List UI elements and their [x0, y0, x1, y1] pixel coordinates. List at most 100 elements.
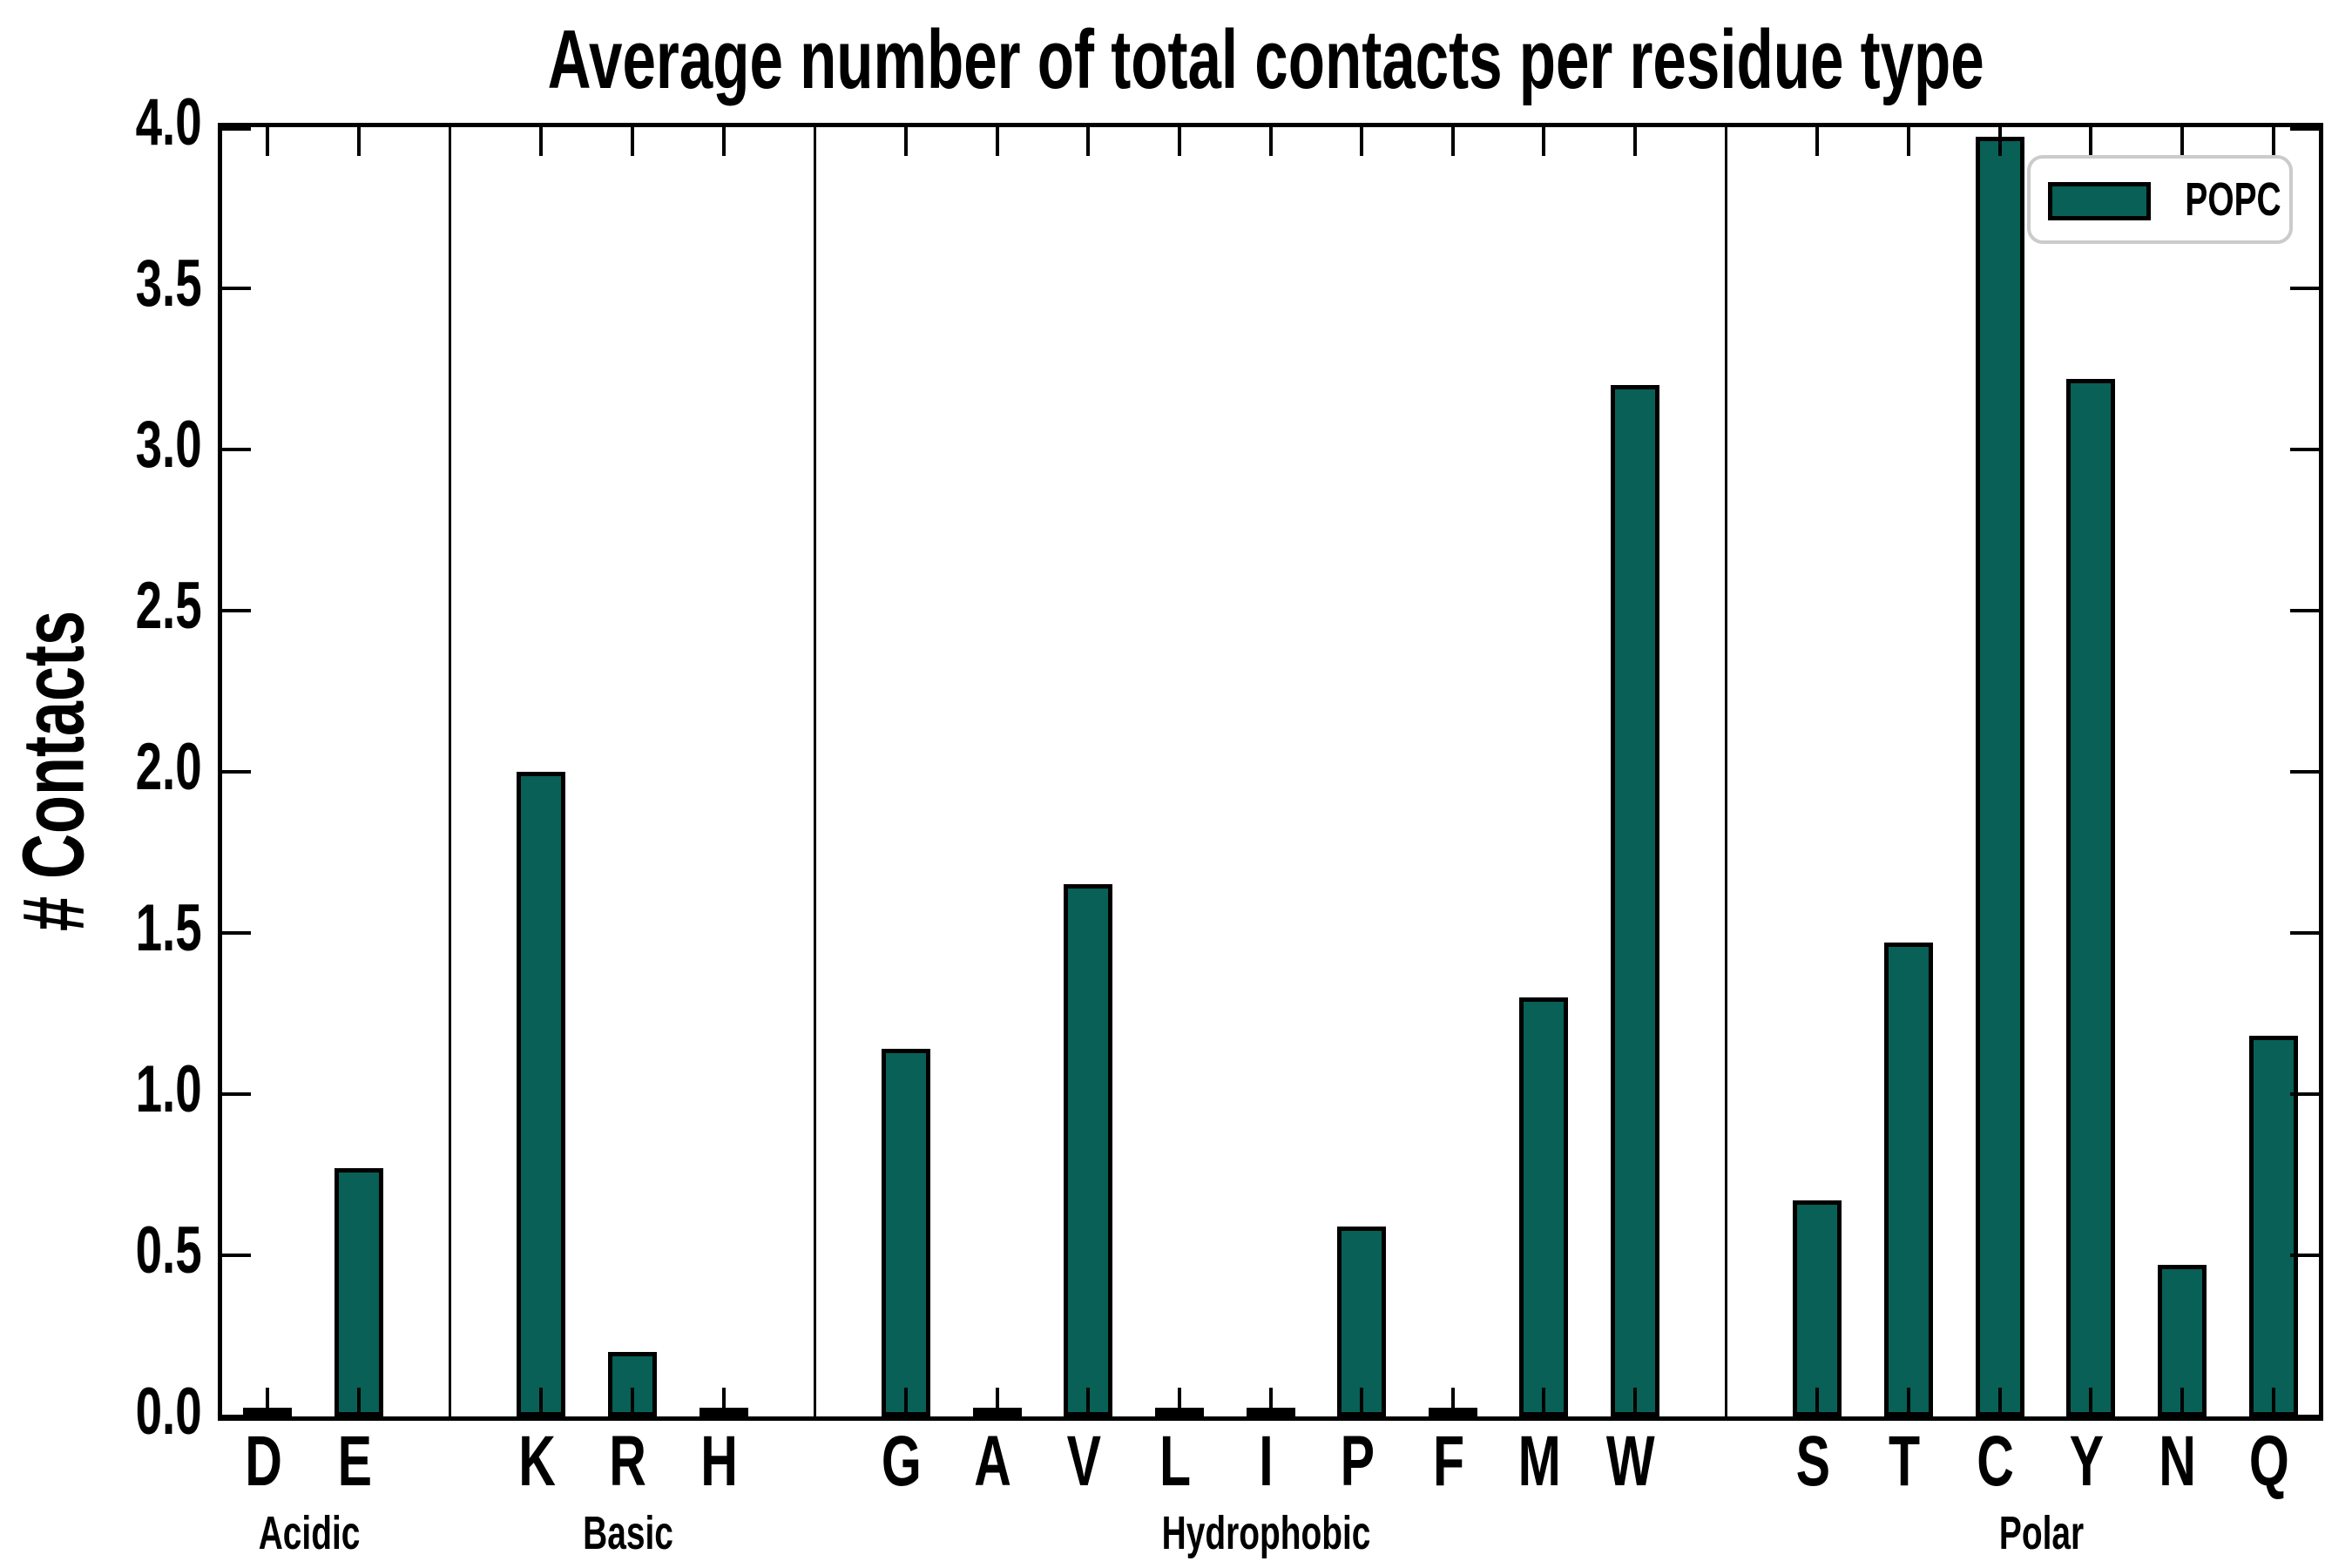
x-tick-top-E [356, 127, 361, 156]
x-tick-top-R [630, 127, 634, 156]
bar-S [1793, 1200, 1842, 1416]
x-tick-bottom-T [1907, 1388, 1911, 1416]
legend-swatch [2048, 182, 2151, 220]
x-tick-label-text: Y [2069, 1422, 2105, 1501]
x-tick-label-C: C [1926, 1426, 2065, 1497]
legend-label: POPC [2177, 159, 2290, 240]
x-tick-bottom-S [1815, 1388, 1820, 1416]
bar-C [1975, 137, 2024, 1416]
x-tick-label-text: A [974, 1422, 1011, 1501]
x-tick-label-Y: Y [2017, 1426, 2156, 1497]
y-tick-left [222, 448, 251, 451]
bar-W [1611, 385, 1660, 1416]
x-tick-top-D [266, 127, 270, 156]
x-tick-label-R: R [558, 1426, 698, 1497]
x-tick-label-text: E [337, 1422, 372, 1501]
x-tick-top-L [1177, 127, 1181, 156]
y-tick-label-2.5: 2.5 [19, 571, 202, 641]
y-tick-label-text: 2.0 [135, 730, 202, 804]
x-tick-bottom-G [903, 1388, 908, 1416]
x-tick-bottom-Y [2089, 1388, 2093, 1416]
y-tick-left [222, 127, 251, 131]
x-tick-label-L: L [1105, 1426, 1245, 1497]
y-tick-label-1.5: 1.5 [19, 894, 202, 963]
x-tick-label-text: R [609, 1422, 647, 1501]
x-tick-label-W: W [1561, 1426, 1700, 1497]
x-tick-label-text: S [1795, 1422, 1831, 1501]
x-tick-label-text: M [1517, 1422, 1562, 1501]
y-tick-label-0.5: 0.5 [19, 1216, 202, 1286]
y-tick-label-text: 2.5 [135, 569, 202, 643]
y-tick-left [222, 770, 251, 774]
y-tick-left [222, 1254, 251, 1257]
x-tick-label-A: A [923, 1426, 1063, 1497]
x-tick-label-text: P [1340, 1422, 1375, 1501]
y-tick-label-4.0: 4.0 [19, 88, 202, 158]
group-divider [813, 127, 816, 1416]
x-tick-label-V: V [1014, 1426, 1153, 1497]
x-tick-label-G: G [832, 1426, 971, 1497]
x-tick-bottom-F [1450, 1388, 1455, 1416]
bar-E [334, 1168, 383, 1416]
y-tick-left [222, 287, 251, 290]
x-tick-label-S: S [1743, 1426, 1882, 1497]
y-tick-label-text: 4.0 [135, 85, 202, 159]
x-tick-label-text: I [1259, 1422, 1274, 1501]
plot-area: POPC [218, 123, 2323, 1421]
x-tick-bottom-P [1360, 1388, 1364, 1416]
x-tick-bottom-H [721, 1388, 726, 1416]
x-tick-label-K: K [467, 1426, 606, 1497]
x-tick-bottom-K [539, 1388, 544, 1416]
chart-title-text: Average number of total contacts per res… [547, 13, 1985, 106]
x-tick-top-T [1907, 127, 1911, 156]
x-tick-label-text: N [2159, 1422, 2197, 1501]
bar-Q [2248, 1036, 2298, 1416]
x-tick-label-E: E [285, 1426, 424, 1497]
y-tick-label-3.0: 3.0 [19, 410, 202, 480]
y-tick-right [2290, 287, 2319, 290]
y-tick-label-text: 0.5 [135, 1213, 202, 1288]
chart-title: Average number of total contacts per res… [218, 14, 2315, 106]
y-tick-label-text: 3.0 [135, 408, 202, 482]
x-tick-label-F: F [1379, 1426, 1518, 1497]
x-tick-label-text: G [881, 1422, 922, 1501]
x-tick-label-text: K [517, 1422, 556, 1501]
group-label-acidic: Acidic [91, 1510, 527, 1557]
y-tick-label-text: 0.0 [135, 1375, 202, 1449]
x-tick-top-M [1542, 127, 1546, 156]
y-tick-right [2290, 931, 2319, 935]
x-tick-bottom-R [630, 1388, 634, 1416]
y-tick-left [222, 1092, 251, 1096]
group-divider [449, 127, 452, 1416]
x-tick-label-I: I [1197, 1426, 1336, 1497]
x-tick-label-text: T [1889, 1422, 1921, 1501]
x-tick-label-M: M [1470, 1426, 1609, 1497]
x-tick-label-text: L [1159, 1422, 1191, 1501]
x-tick-label-text: C [1977, 1422, 2015, 1501]
y-tick-label-text: 1.0 [135, 1052, 202, 1126]
x-tick-label-text: F [1432, 1422, 1464, 1501]
legend: POPC [2027, 155, 2293, 244]
x-tick-bottom-A [995, 1388, 999, 1416]
y-tick-label-3.5: 3.5 [19, 249, 202, 319]
x-tick-label-text: H [700, 1422, 738, 1501]
group-label-basic: Basic [410, 1510, 846, 1557]
y-tick-label-text: 3.5 [135, 247, 202, 321]
x-tick-top-F [1450, 127, 1455, 156]
group-label-text: Hydrophobic [1161, 1507, 1371, 1559]
y-tick-right [2290, 1254, 2319, 1257]
x-tick-label-text: W [1606, 1422, 1655, 1501]
x-tick-label-T: T [1835, 1426, 1974, 1497]
x-tick-bottom-L [1177, 1388, 1181, 1416]
x-tick-bottom-W [1633, 1388, 1638, 1416]
y-tick-label-1.0: 1.0 [19, 1055, 202, 1125]
x-tick-bottom-E [356, 1388, 361, 1416]
y-tick-right [2290, 127, 2319, 131]
x-tick-top-G [903, 127, 908, 156]
y-tick-right [2290, 609, 2319, 612]
y-tick-right [2290, 1092, 2319, 1096]
y-tick-right [2290, 770, 2319, 774]
x-tick-bottom-D [266, 1388, 270, 1416]
x-tick-top-Y [2089, 127, 2093, 156]
bar-G [881, 1049, 930, 1416]
